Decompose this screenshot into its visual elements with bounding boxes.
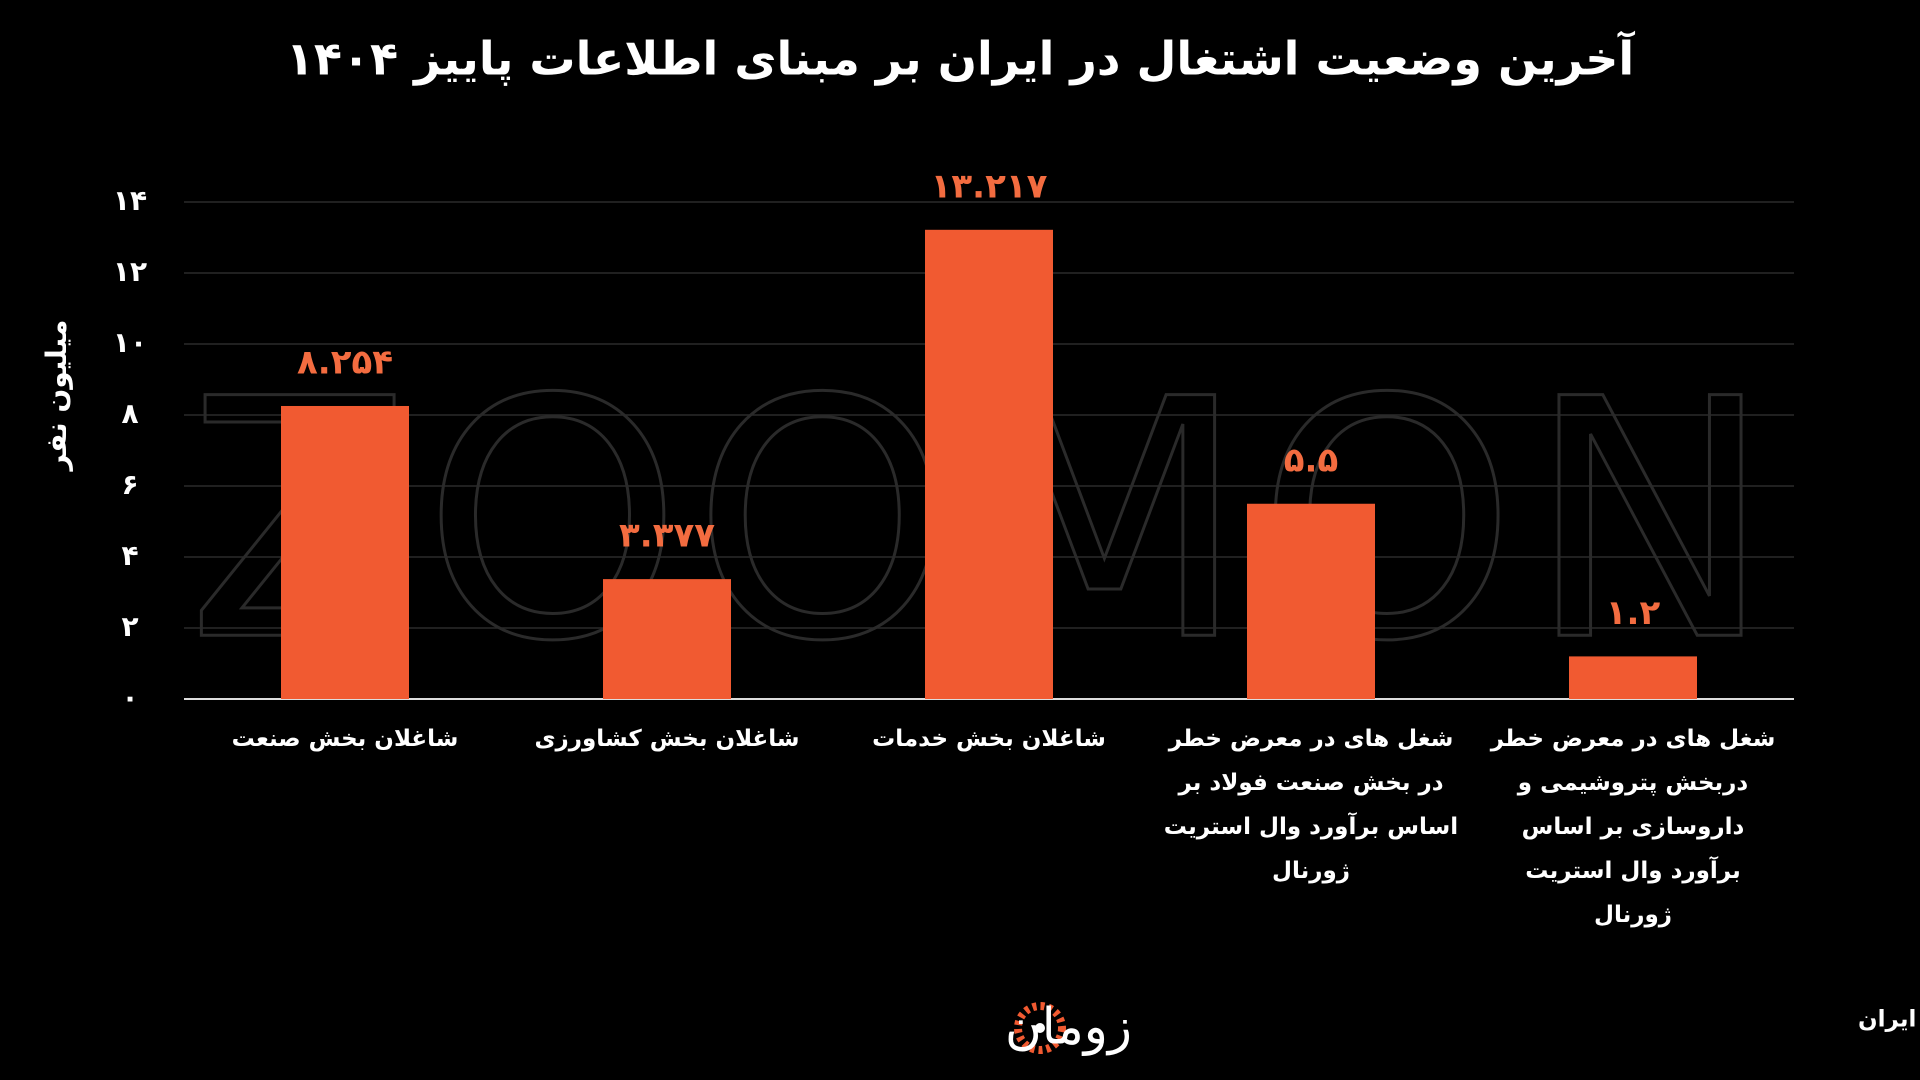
bar [603,579,731,699]
value-label: ۱.۲ [1606,593,1661,633]
chart-title: آخرین وضعیت اشتغال در ایران بر مبنای اطل… [286,31,1636,87]
bar [1247,503,1375,699]
x-tick-label: شاغلان بخش خدمات [872,726,1106,752]
bar [281,405,409,699]
y-tick-label: ۸ [121,397,138,430]
logo-icon [1014,1002,1066,1054]
x-tick-label: شاغلان بخش کشاورزی [534,726,800,752]
y-tick-label: ۴ [121,539,138,572]
bar [1569,656,1697,699]
y-tick-label: ۰ [121,681,138,714]
value-label: ۱۳.۲۱۷ [931,166,1048,206]
y-tick-label: ۱۴ [113,184,147,217]
y-tick-label: ۲ [121,610,138,643]
logo-dot [1035,1023,1045,1033]
value-label: ۵.۵ [1284,440,1338,480]
value-label: ۸.۲۵۴ [297,342,393,382]
value-label: ۳.۳۷۷ [619,516,715,556]
source: منبع: مرکز آمار ایران [1858,1004,1920,1033]
y-tick-label: ۱۰ [113,326,147,359]
x-tick-label: شغل های در معرض خطر دربخش پتروشیمی و دار… [1490,726,1776,928]
bar [925,229,1053,699]
y-tick-label: ۱۲ [113,255,147,288]
logo-text: زومان [1005,998,1132,1057]
logo: زومان [1005,998,1132,1057]
x-tick-label: شاغلان بخش صنعت [231,726,459,752]
y-axis-label: میلیون نفر [40,320,73,473]
x-tick-label: شغل های در معرض خطر در بخش صنعت فولاد بر… [1163,726,1459,884]
y-tick-label: ۶ [121,468,138,501]
